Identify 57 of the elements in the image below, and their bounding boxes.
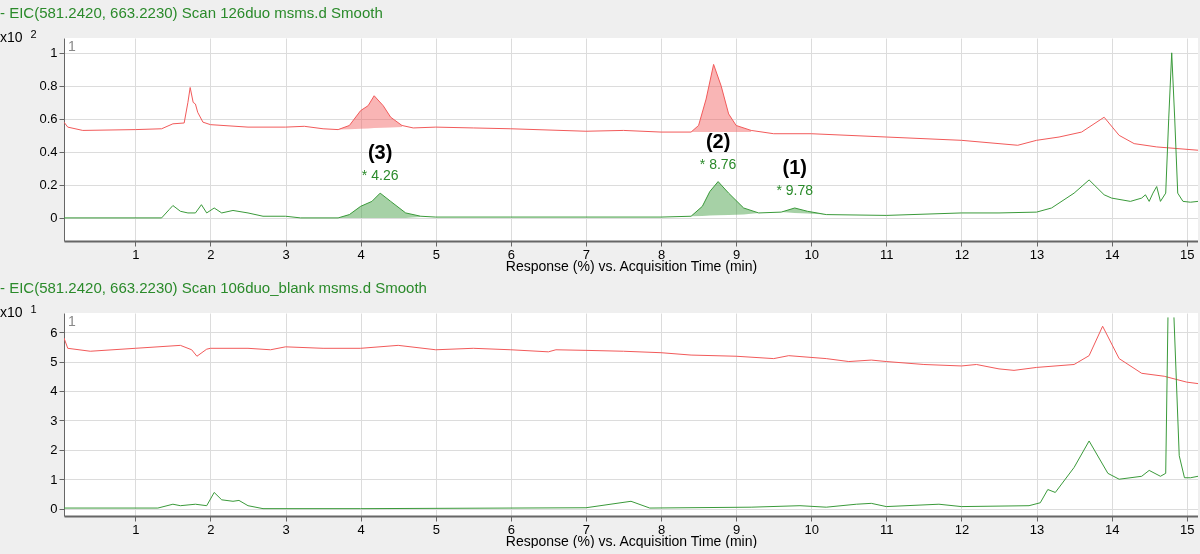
x-tick-label: 11 <box>880 246 894 262</box>
x-tick-label: 13 <box>1029 246 1045 262</box>
y-tick-label: 0 <box>50 501 58 517</box>
y-axis-title: x10 1 <box>0 303 37 320</box>
annotation: * 4.26 <box>361 167 399 184</box>
x-tick-label: 15 <box>1180 521 1195 537</box>
x-tick-label: 1 <box>132 246 140 262</box>
annotation: (2) <box>705 129 731 152</box>
line-series <box>64 325 1198 385</box>
y-tick-label: 1 <box>50 45 58 61</box>
y-tick-label: 2 <box>50 442 58 458</box>
x-tick-label: 14 <box>1104 246 1120 262</box>
x-tick-label: 6 <box>507 246 515 262</box>
x-tick-label: 3 <box>282 521 290 537</box>
y-tick-label: 0.8 <box>39 78 58 94</box>
x-tick-label: 4 <box>357 521 365 537</box>
y-tick-label: 0.4 <box>39 144 58 160</box>
x-tick-label: 9 <box>733 246 741 262</box>
x-tick-label: 7 <box>582 246 591 262</box>
x-tick-label: 15 <box>1180 246 1195 262</box>
x-tick-label: 8 <box>657 246 666 262</box>
y-tick-label: 1 <box>50 471 58 487</box>
y-tick-label: 3 <box>50 412 58 428</box>
x-tick-label: 4 <box>357 246 365 262</box>
x-tick-label: 10 <box>804 246 819 262</box>
x-tick-label: 11 <box>880 521 894 537</box>
y-tick-label: 4 <box>50 383 58 399</box>
x-tick-label: 10 <box>804 521 819 537</box>
annotation: * 8.76 <box>699 155 737 172</box>
annotation: (1) <box>782 155 807 178</box>
y-tick-label: 5 <box>50 354 58 370</box>
x-tick-label: 13 <box>1029 521 1045 537</box>
x-tick-label: 8 <box>657 521 666 537</box>
x-tick-label: 5 <box>432 246 440 262</box>
x-tick-label: 14 <box>1104 521 1120 537</box>
x-tick-label: 6 <box>507 521 515 537</box>
x-tick-label: 12 <box>954 246 970 262</box>
x-tick-label: 3 <box>282 246 290 262</box>
annotation: 1 <box>68 38 76 54</box>
x-tick-label: 5 <box>432 521 440 537</box>
annotation: 1 <box>68 313 76 329</box>
y-tick-label: 0.6 <box>39 111 58 127</box>
x-tick-label: 7 <box>582 521 591 537</box>
x-tick-label: 9 <box>733 521 741 537</box>
annotation: * 9.78 <box>776 181 814 198</box>
x-tick-label: 2 <box>207 521 215 537</box>
x-tick-label: 12 <box>954 521 970 537</box>
y-axis-title: x10 2 <box>0 28 37 45</box>
chart-title: - EIC(581.2420, 663.2230) Scan 126duo msms.d Smooth <box>0 4 383 21</box>
y-tick-label: 6 <box>50 324 58 340</box>
y-tick-label: 0.2 <box>39 177 58 193</box>
annotation: (3) <box>367 141 393 164</box>
x-tick-label: 1 <box>132 521 140 537</box>
line-series <box>64 52 1198 219</box>
x-tick-label: 2 <box>207 246 215 262</box>
chart-title: - EIC(581.2420, 663.2230) Scan 106duo_blank msms.d Smooth <box>0 279 427 296</box>
y-tick-label: 0 <box>50 210 58 226</box>
